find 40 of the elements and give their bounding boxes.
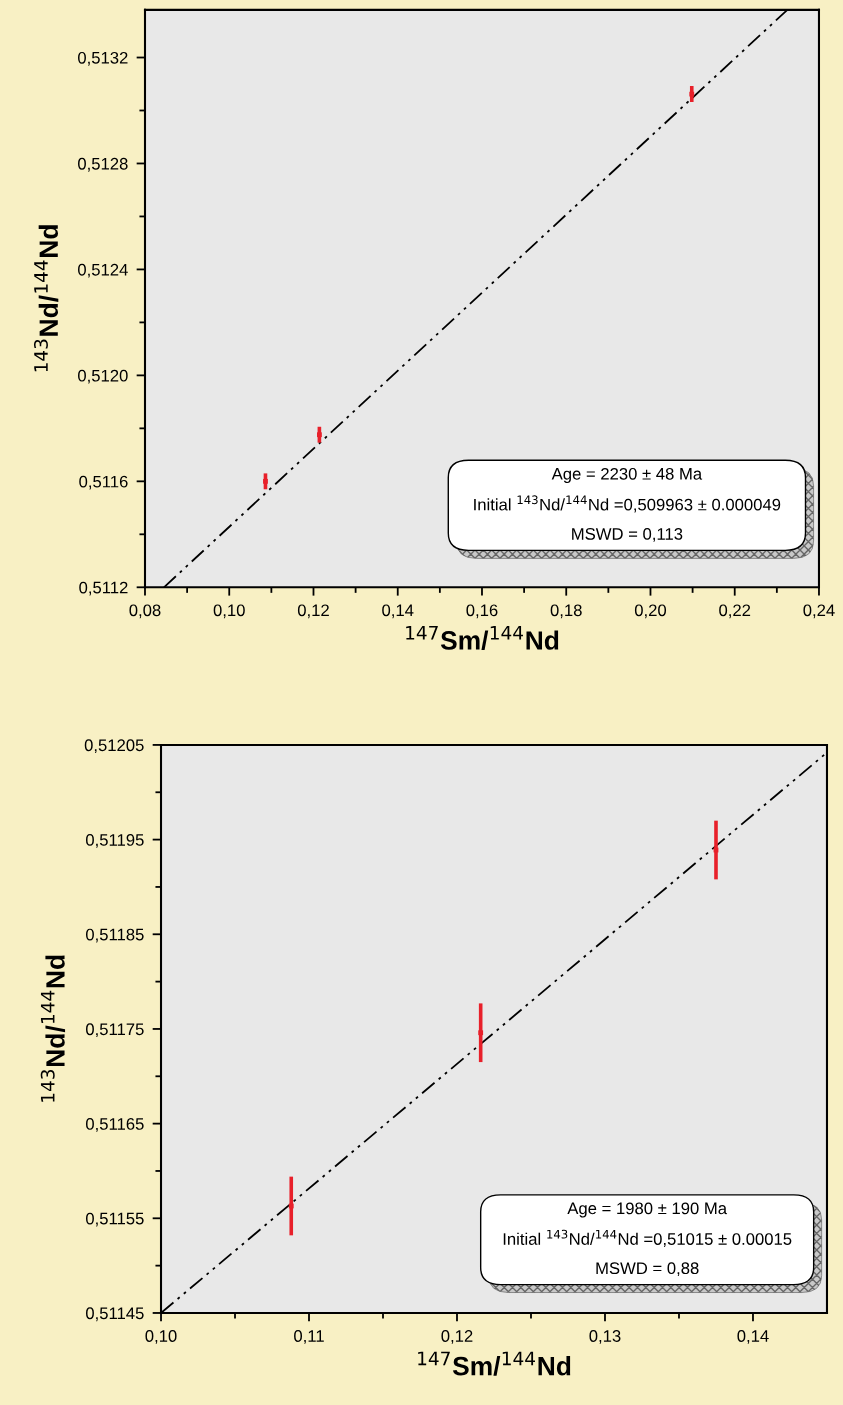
y-tick-label: 0,5120 [78,369,128,384]
annotation: Initial $^{143}$Nd/$^{144}$Nd =0,509963 ± 0.000049 [474,495,781,513]
y-axis-title: $^{143}$Nd/$^{144}$Nd [33,225,59,372]
y-tick-label: 0,51195 [85,834,144,848]
x-tick-label: 0,10 [145,1330,177,1344]
x-tick-label: 0,11 [294,1330,324,1344]
x-axis-title: $^{147}$Sm/$^{144}$Nd [418,1351,571,1376]
x-tick-label: 0,08 [129,604,161,619]
x-tick-label: 0,13 [589,1330,621,1344]
annotation: Age = 1980 ± 190 Ma [567,1202,728,1218]
y-axis-title: $^{143}$Nd/$^{144}$Nd [40,955,66,1102]
y-tick-label: 0,51175 [85,1023,144,1038]
x-tick-label: 0,20 [634,604,667,619]
x-tick-label: 0,18 [550,604,582,619]
annotation: MSWD = 0,113 [572,527,683,542]
x-tick-label: 0,24 [803,604,835,619]
x-tick-label: 0,16 [466,604,498,619]
x-tick-label: 0,22 [719,604,751,619]
y-tick-label: 0,5116 [79,475,128,490]
point [316,432,322,438]
annotation: Initial $^{143}$Nd/$^{144}$Nd =0,51015 ± 0.00015 [503,1229,792,1247]
x-tick-label: 0,14 [382,604,414,619]
y-tick-label: 0,5112 [79,581,128,596]
x-tick-label: 0,10 [213,604,245,619]
x-tick-label: 0,12 [297,604,329,619]
y-tick-label: 0,51155 [85,1212,144,1227]
point [263,478,268,484]
y-tick-label: 0,51165 [85,1118,144,1132]
point [478,1030,484,1036]
y-tick-label: 0,5124 [78,263,128,278]
y-tick-label: 0,51205 [84,739,144,754]
y-tick-label: 0,5128 [78,157,128,172]
x-tick-label: 0,14 [737,1330,769,1344]
y-tick-label: 0,51185 [85,928,144,943]
y-tick-label: 0,51145 [85,1307,144,1322]
annotation: MSWD = 0,88 [596,1262,699,1277]
x-tick-label: 0,12 [441,1330,473,1344]
annotation: Age = 2230 ± 48 Ma [551,467,703,484]
y-tick-label: 0,5132 [78,51,128,66]
x-axis-title: $^{147}$Sm/$^{144}$Nd [406,625,559,651]
